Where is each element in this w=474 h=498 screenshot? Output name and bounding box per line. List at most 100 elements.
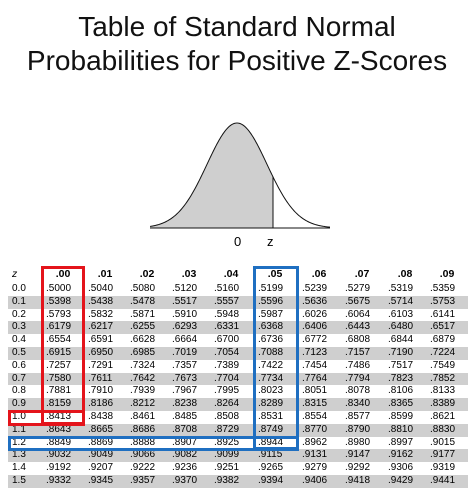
normal-curve-diagram [150,122,330,229]
probability-cell: .7324 [130,359,156,371]
column-header: .01 [97,268,113,280]
z-value-cell: 0.4 [12,334,26,346]
probability-cell: .7054 [214,347,240,358]
probability-cell: .7939 [130,385,156,397]
z-value-cell: 1.3 [12,449,26,461]
probability-cell: .6985 [130,347,156,358]
probability-cell: .8686 [130,423,156,435]
probability-cell: .7611 [88,372,113,384]
probability-cell: .8438 [88,411,114,422]
probability-cell: .9131 [302,449,328,461]
probability-cell: .9015 [430,436,456,448]
probability-cell: .8621 [430,411,456,422]
table-row: 0.1 .5398 .5438 .5478 .5517 .5557 .5596 .5636 .5… [8,295,468,309]
probability-cell: .5714 [388,295,414,307]
probability-cell: .9394 [258,475,284,486]
z-score-table: z .00 .01 .02 .03 .04 .05 .06 .07 .08 .09 0.0 .5000.… [8,266,468,496]
probability-cell: .8849 [46,436,72,448]
probability-cell: .9332 [46,475,72,486]
probability-cell: .7486 [345,359,371,371]
probability-cell: .8888 [130,436,156,448]
probability-cell: .6480 [388,321,414,333]
probability-cell: .8051 [302,385,328,397]
probability-cell: .7852 [430,372,456,384]
probability-cell: .6950 [88,347,114,358]
probability-cell: .8729 [214,423,240,435]
probability-cell: .6700 [214,334,240,346]
probability-cell: .7995 [214,385,240,397]
probability-cell: .7549 [430,359,456,371]
probability-cell: .9115 [258,449,283,461]
probability-cell: .6915 [46,347,72,358]
table-corner-label: z [12,268,18,280]
probability-cell: .8869 [88,436,114,448]
probability-table-body: z .00 .01 .02 .03 .04 .05 .06 .07 .08 .09 0.0 .5000.… [8,266,468,496]
probability-cell: .6879 [430,334,456,346]
probability-cell: .7967 [172,385,198,397]
probability-cell: .8159 [46,398,72,410]
probability-cell: .9032 [46,449,72,461]
probability-cell: .8708 [172,423,198,435]
probability-cell: .6736 [258,334,284,346]
probability-cell: .7291 [88,359,114,371]
column-header: .04 [223,268,239,280]
probability-cell: .9177 [430,449,456,461]
probability-cell: .6628 [130,334,156,346]
probability-cell: .9192 [46,462,72,474]
table-row: 1.2 .8849 .8869 .8888 .8907 .8925 .8944 .8962 .8… [8,437,468,450]
z-value-cell: 0.7 [12,372,26,384]
probability-cell: .6064 [345,308,371,320]
probability-cell: .9279 [302,462,328,474]
probability-cell: .5478 [130,295,156,307]
probability-cell: .6808 [345,334,371,346]
probability-cell: .8485 [172,411,198,422]
probability-cell: .7517 [388,359,414,371]
probability-cell: .8643 [46,423,72,435]
probability-cell: .7580 [46,372,72,384]
probability-cell: .8665 [88,423,114,435]
table-row: 1.1 .8643 .8665 .8686 .8708 .8729 .8749 .8770 .8… [8,423,468,437]
table-row: 1.0 .8413 .8438 .8461 .8485 .8508 .8531 .8554 .8… [8,411,468,424]
table-row: 0.6 .7257 .7291 .7324 .7357 .7389 .7422 .7454 .7… [8,360,468,373]
probability-cell: .8508 [214,411,240,422]
probability-cell: .5080 [130,283,156,294]
probability-cell: .6141 [430,308,456,320]
probability-cell: .8238 [172,398,198,410]
probability-cell: .5793 [46,308,72,320]
probability-cell: .9265 [258,462,284,474]
column-header: .06 [311,268,327,280]
probability-cell: .6368 [258,321,284,333]
probability-cell: .9099 [214,449,240,461]
probability-cell: .7704 [214,372,240,384]
probability-cell: .6331 [214,321,240,333]
table-row: 0.3 .6179 .6217 .6255 .6293 .6331 .6368 .6406 .6… [8,321,468,335]
probability-cell: .9236 [172,462,198,474]
probability-cell: .9292 [345,462,371,474]
probability-cell: .5987 [258,308,284,320]
probability-cell: .6517 [430,321,456,333]
probability-cell: .5239 [302,283,328,294]
probability-cell: .8554 [302,411,328,422]
probability-cell: .7794 [345,372,371,384]
probability-cell: .9147 [345,449,371,461]
probability-cell: .5675 [345,295,371,307]
probability-cell: .6026 [302,308,328,320]
probability-cell: .9345 [88,475,114,486]
table-row: 0.7 .7580 .7611 .7642 .7673 .7704 .7734 .7764 .7… [8,372,468,386]
z-value-cell: 0.8 [12,385,26,397]
column-header: .02 [139,268,155,280]
probability-cell: .7673 [172,372,198,384]
probability-cell: .8289 [258,398,284,410]
probability-cell: .8186 [88,398,114,410]
probability-cell: .5398 [46,295,72,307]
probability-cell: .9162 [388,449,414,461]
z-value-cell: 1.2 [12,436,26,448]
probability-cell: .9319 [430,462,456,474]
probability-cell: .5948 [214,308,240,320]
probability-cell: .8023 [258,385,284,397]
probability-cell: .8962 [302,436,328,448]
curve-shaded-area [150,123,273,228]
probability-cell: .8925 [214,436,240,448]
column-header: .05 [267,268,283,280]
